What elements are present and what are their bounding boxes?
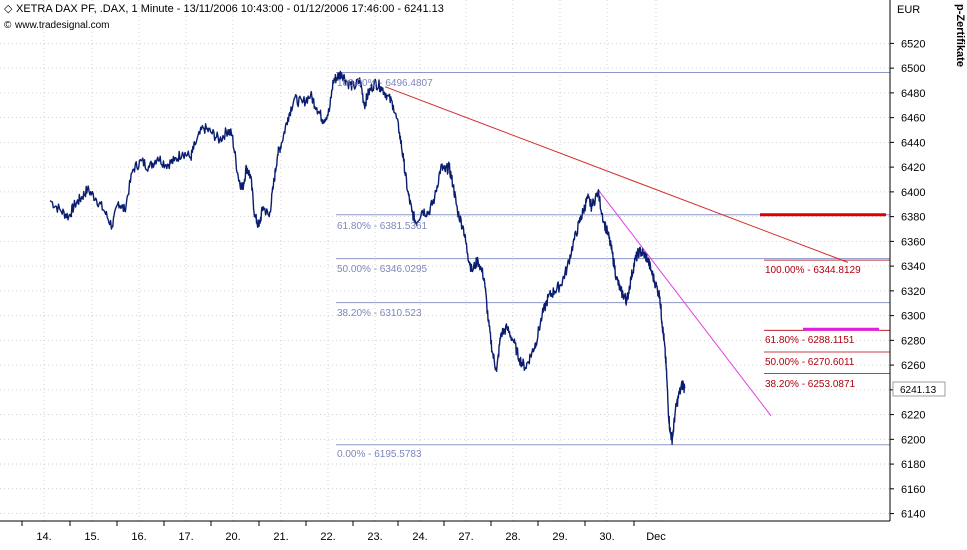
last-price-label: 6241.13 bbox=[900, 385, 937, 396]
x-tick-label: 28. bbox=[505, 531, 520, 543]
trendline-magenta bbox=[597, 189, 772, 417]
trendline-red bbox=[384, 86, 849, 263]
x-tick-label: 27. bbox=[458, 531, 473, 543]
y-tick-label: 6320 bbox=[901, 286, 925, 298]
y-tick-label: 6400 bbox=[901, 187, 925, 199]
side-label: p-Zertifikate bbox=[954, 4, 966, 67]
fib-label-0: 0.00% - 6195.5783 bbox=[337, 449, 422, 460]
y-tick-label: 6220 bbox=[901, 410, 925, 422]
axes: 6140616061806200622062406260628063006320… bbox=[0, 0, 925, 543]
x-tick-label: 17. bbox=[178, 531, 193, 543]
y-tick-label: 6480 bbox=[901, 88, 925, 100]
y-tick-label: 6340 bbox=[901, 261, 925, 273]
x-tick-label: 29. bbox=[552, 531, 567, 543]
x-tick-label: 23. bbox=[367, 531, 382, 543]
x-tick-label: 22. bbox=[320, 531, 335, 543]
fib-label-618: 61.80% - 6381.5361 bbox=[337, 221, 428, 232]
trendlines bbox=[384, 86, 886, 417]
y-tick-label: 6180 bbox=[901, 459, 925, 471]
y-tick-label: 6520 bbox=[901, 38, 925, 50]
x-tick-label: 16. bbox=[131, 531, 146, 543]
y-tick-label: 6300 bbox=[901, 311, 925, 323]
x-tick-label: 24. bbox=[412, 531, 427, 543]
fib-label-100: 100.00% - 6496.4807 bbox=[337, 78, 433, 89]
x-tick-label: 21. bbox=[273, 531, 288, 543]
x-tick-label: 20. bbox=[225, 531, 240, 543]
fib-label-50: 50.00% - 6346.0295 bbox=[337, 264, 428, 275]
y-tick-label: 6140 bbox=[901, 509, 925, 521]
chart-title-icon: ◇ bbox=[4, 3, 13, 15]
fib2-label-50: 50.00% - 6270.6011 bbox=[765, 357, 855, 368]
x-tick-label: 15. bbox=[84, 531, 99, 543]
y-tick-label: 6160 bbox=[901, 484, 925, 496]
y-tick-label: 6260 bbox=[901, 360, 925, 372]
y-tick-label: 6280 bbox=[901, 335, 925, 347]
last-price-box bbox=[892, 381, 946, 397]
y-tick-label: 6500 bbox=[901, 63, 925, 75]
fib2-label-618: 61.80% - 6288.1151 bbox=[765, 335, 855, 346]
copyright-icon: © bbox=[4, 20, 12, 31]
y-tick-label: 6440 bbox=[901, 137, 925, 149]
y-tick-label: 6360 bbox=[901, 236, 925, 248]
x-tick-label: Dec bbox=[646, 531, 666, 543]
currency-label: EUR bbox=[897, 4, 920, 16]
fib2-label-100: 100.00% - 6344.8129 bbox=[765, 265, 861, 276]
y-tick-label: 6460 bbox=[901, 113, 925, 125]
y-tick-label: 6380 bbox=[901, 212, 925, 224]
x-tick-label: 30. bbox=[599, 531, 614, 543]
source-label: www.tradesignal.com bbox=[14, 20, 109, 31]
fib-label-382: 38.20% - 6310.523 bbox=[337, 308, 422, 319]
fib2-label-382: 38.20% - 6253.0871 bbox=[765, 379, 856, 390]
y-tick-label: 6420 bbox=[901, 162, 925, 174]
chart-title: XETRA DAX PF, .DAX, 1 Minute - 13/11/200… bbox=[16, 3, 444, 15]
x-tick-label: 14. bbox=[36, 531, 51, 543]
price-line bbox=[49, 70, 686, 445]
price-series bbox=[49, 70, 686, 445]
y-tick-label: 6200 bbox=[901, 434, 925, 446]
